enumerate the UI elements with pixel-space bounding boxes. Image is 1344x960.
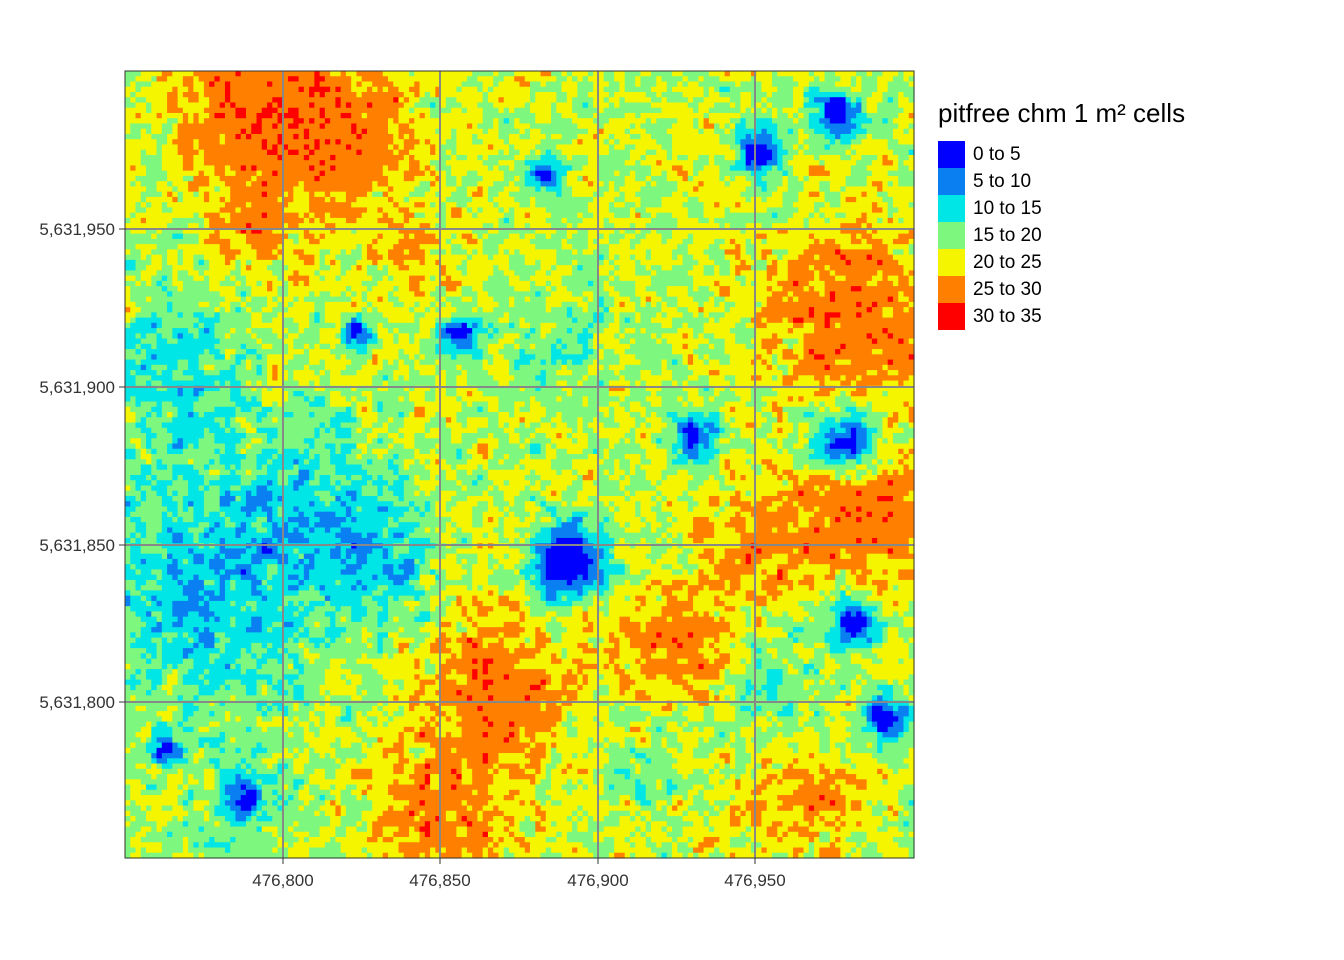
x-axis: 476,800 476,850 476,900 476,950 [252,858,786,890]
legend-item: 15 to 20 [938,222,1185,249]
x-tick-label: 476,950 [724,871,785,890]
legend: pitfree chm 1 m² cells 0 to 5 5 to 10 10 t… [938,98,1185,330]
legend-swatch [938,303,965,330]
legend-swatch [938,276,965,303]
y-tick-label: 5,631,800 [39,693,115,712]
legend-label: 25 to 30 [973,279,1042,301]
legend-swatch [938,222,965,249]
legend-label: 15 to 20 [973,225,1042,247]
legend-label: 5 to 10 [973,171,1031,193]
legend-swatch [938,168,965,195]
x-tick-label: 476,900 [567,871,628,890]
legend-swatch [938,249,965,276]
legend-item: 20 to 25 [938,249,1185,276]
legend-item: 30 to 35 [938,303,1185,330]
legend-swatch [938,195,965,222]
y-axis: 5,631,950 5,631,900 5,631,850 5,631,800 [39,220,125,712]
legend-title: pitfree chm 1 m² cells [938,98,1185,129]
y-tick-label: 5,631,950 [39,220,115,239]
legend-item: 0 to 5 [938,141,1185,168]
legend-label: 30 to 35 [973,306,1042,328]
chm-raster [125,71,915,859]
legend-label: 10 to 15 [973,198,1042,220]
graticule [125,71,914,858]
legend-label: 0 to 5 [973,144,1021,166]
legend-items: 0 to 5 5 to 10 10 to 15 15 to 20 20 to 25 25 … [938,141,1185,330]
legend-item: 25 to 30 [938,276,1185,303]
legend-item: 10 to 15 [938,195,1185,222]
y-tick-label: 5,631,900 [39,378,115,397]
x-tick-label: 476,850 [409,871,470,890]
legend-label: 20 to 25 [973,252,1042,274]
legend-item: 5 to 10 [938,168,1185,195]
legend-swatch [938,141,965,168]
y-tick-label: 5,631,850 [39,536,115,555]
x-tick-label: 476,800 [252,871,313,890]
map-frame [124,70,915,859]
